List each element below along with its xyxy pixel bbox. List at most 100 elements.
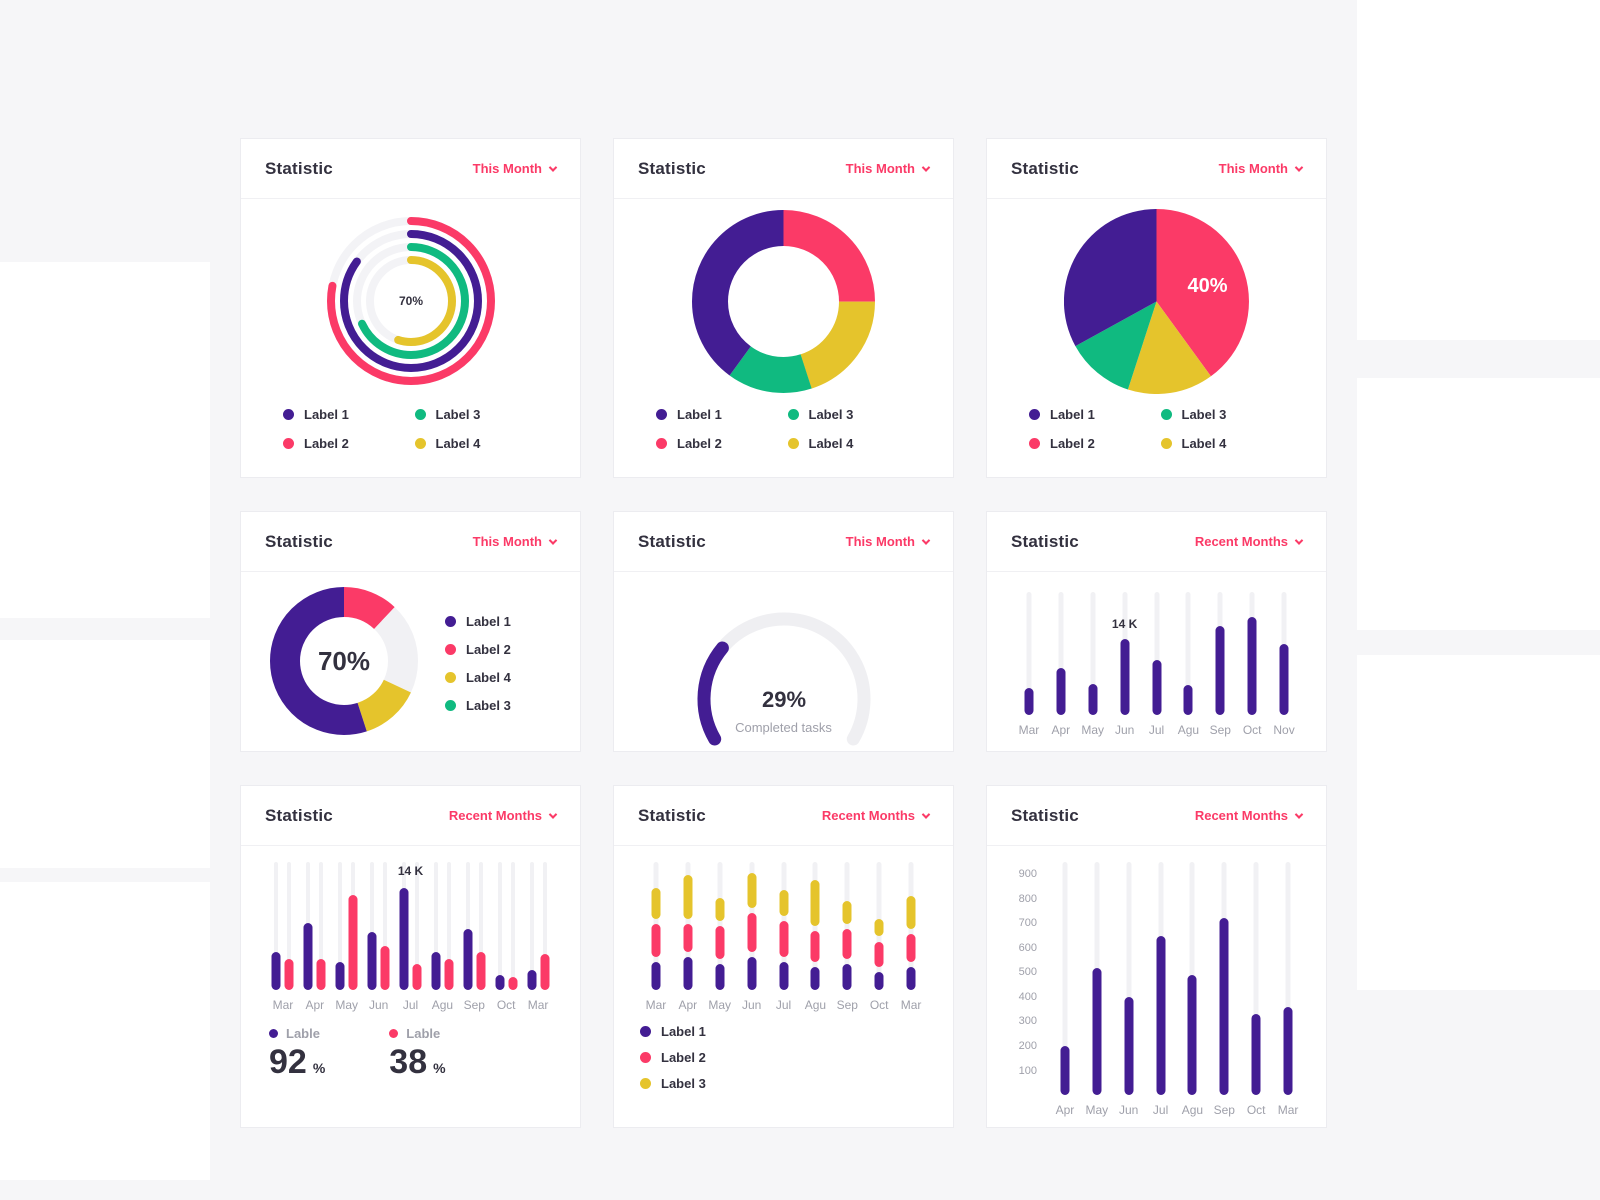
- bar: [335, 961, 345, 990]
- bar-column: Apr: [1049, 862, 1081, 1117]
- period-label: This Month: [845, 161, 915, 176]
- bar-track: [1090, 592, 1096, 715]
- card-header: Statistic This Month: [987, 139, 1326, 199]
- background-panel: [1357, 378, 1600, 630]
- stats-row: Lable 92% Lable 38%: [267, 1012, 554, 1079]
- bar-stick: [1081, 862, 1113, 1095]
- bar-segment: [747, 913, 757, 952]
- legend-item: Label 3: [787, 407, 912, 422]
- chevron-down-icon: [548, 809, 558, 819]
- bar-stick: [1013, 592, 1045, 715]
- bar-stick: [303, 862, 313, 990]
- bar-track: [1253, 862, 1259, 1095]
- period-dropdown[interactable]: Recent Months: [1195, 808, 1304, 823]
- legend-dot: [414, 438, 426, 449]
- bar-column: Oct: [863, 862, 895, 1012]
- bar-column: Mar: [895, 862, 927, 1012]
- card-header: Statistic Recent Months: [241, 786, 580, 846]
- bar: [1247, 616, 1257, 715]
- bar: [1215, 626, 1225, 715]
- y-axis-label: 500: [1018, 966, 1037, 979]
- x-axis-label: Sep: [1209, 723, 1231, 737]
- x-axis-label: Jul: [1152, 1103, 1169, 1117]
- bar-column: Mar: [267, 862, 299, 1012]
- bar-stick: 14 K: [1109, 592, 1141, 715]
- period-dropdown[interactable]: Recent Months: [822, 808, 931, 823]
- card-title: Statistic: [1011, 158, 1079, 178]
- legend-item: Label 3: [640, 1076, 927, 1091]
- chevron-down-icon: [921, 535, 931, 545]
- gauge-chart: 29%: [669, 599, 899, 752]
- bar-pair: [299, 862, 331, 990]
- card-header: Statistic Recent Months: [987, 786, 1326, 846]
- y-axis-label: 400: [1018, 990, 1037, 1003]
- legend-label: Label 3: [1181, 407, 1227, 422]
- bar-segment: [874, 941, 884, 968]
- bar-stick: [495, 862, 505, 990]
- bar-stick: [367, 862, 377, 990]
- period-dropdown[interactable]: This Month: [846, 534, 931, 549]
- y-axis-label: 100: [1018, 1064, 1037, 1077]
- legend-item: Label 1: [445, 614, 511, 629]
- period-dropdown[interactable]: This Month: [473, 161, 558, 176]
- bar: [1152, 659, 1161, 715]
- bar: [463, 928, 473, 990]
- x-axis-label: Oct: [1246, 1103, 1266, 1117]
- legend-label: Label 1: [661, 1024, 706, 1039]
- bar: [540, 954, 550, 990]
- bar-column: Jun: [1113, 862, 1145, 1117]
- bar-stick: [1204, 592, 1236, 715]
- bars: Mar Apr May 14 K Jun Jul Agu Sep Oct Nov: [1013, 592, 1300, 737]
- card-header: Statistic This Month: [614, 512, 953, 572]
- x-axis-label: Mar: [645, 998, 667, 1012]
- stat-value: 92%: [269, 1045, 325, 1079]
- bar: [1056, 668, 1066, 715]
- x-axis-label: Mar: [1018, 723, 1040, 737]
- stat-label: Lable: [286, 1026, 320, 1041]
- statistics-dashboard: Statistic This Month 70% Label 1 Label 3…: [240, 138, 1327, 1128]
- donut-chart: 70%: [269, 586, 419, 741]
- x-axis-label: Apr: [1051, 723, 1071, 737]
- bar-column: Agu: [799, 862, 831, 1012]
- bar: [1156, 935, 1166, 1095]
- legend-label: Label 4: [435, 436, 481, 451]
- bar-column: May: [1081, 862, 1113, 1117]
- bar-column: Sep: [831, 862, 863, 1012]
- card-title: Statistic: [638, 158, 706, 178]
- bar: [1024, 687, 1034, 715]
- legend-label: Label 1: [677, 407, 722, 422]
- legend-item: Label 3: [414, 407, 539, 422]
- card-body: 29% Completed tasks: [614, 572, 953, 751]
- bar: [412, 964, 422, 990]
- card-title: Statistic: [638, 531, 706, 551]
- bar: [316, 959, 326, 990]
- grouped-bar-chart: Mar Apr May Jun 14 K Jul Agu Sep Oct Mar: [267, 862, 554, 1012]
- period-dropdown[interactable]: This Month: [473, 534, 558, 549]
- period-dropdown[interactable]: Recent Months: [1195, 534, 1304, 549]
- period-dropdown[interactable]: This Month: [845, 161, 931, 176]
- card-title: Statistic: [1011, 531, 1079, 551]
- legend-item: Label 3: [1160, 407, 1285, 422]
- period-dropdown[interactable]: This Month: [1219, 161, 1304, 176]
- bar-pair: [490, 862, 522, 990]
- x-axis-label: Sep: [463, 998, 485, 1012]
- period-dropdown[interactable]: Recent Months: [449, 808, 558, 823]
- bar-stick: [316, 862, 326, 990]
- legend-label: Label 4: [466, 670, 511, 685]
- bar-segment: [906, 966, 916, 990]
- legend-dot: [1029, 438, 1040, 449]
- x-axis-label: Jun: [368, 998, 389, 1012]
- legend-dot: [656, 438, 667, 449]
- bar-stick: [399, 862, 409, 990]
- pie-chart: 40%: [1064, 203, 1249, 399]
- y-axis-label: 600: [1018, 941, 1037, 954]
- bar-stick: [768, 862, 800, 990]
- card-header: Statistic This Month: [241, 512, 580, 572]
- bar-chart: 900 800 700 600 500 400 300 200 100 Apr May Jun Jul A…: [1009, 862, 1304, 1117]
- chart-legend: Label 1 Label 3 Label 2 Label 4: [241, 399, 580, 451]
- bar-column: Sep: [458, 862, 490, 1012]
- legend-dot: [445, 700, 456, 711]
- donut-svg: 70%: [270, 587, 418, 735]
- legend-dot: [787, 438, 799, 449]
- bar-track: [1126, 862, 1132, 1095]
